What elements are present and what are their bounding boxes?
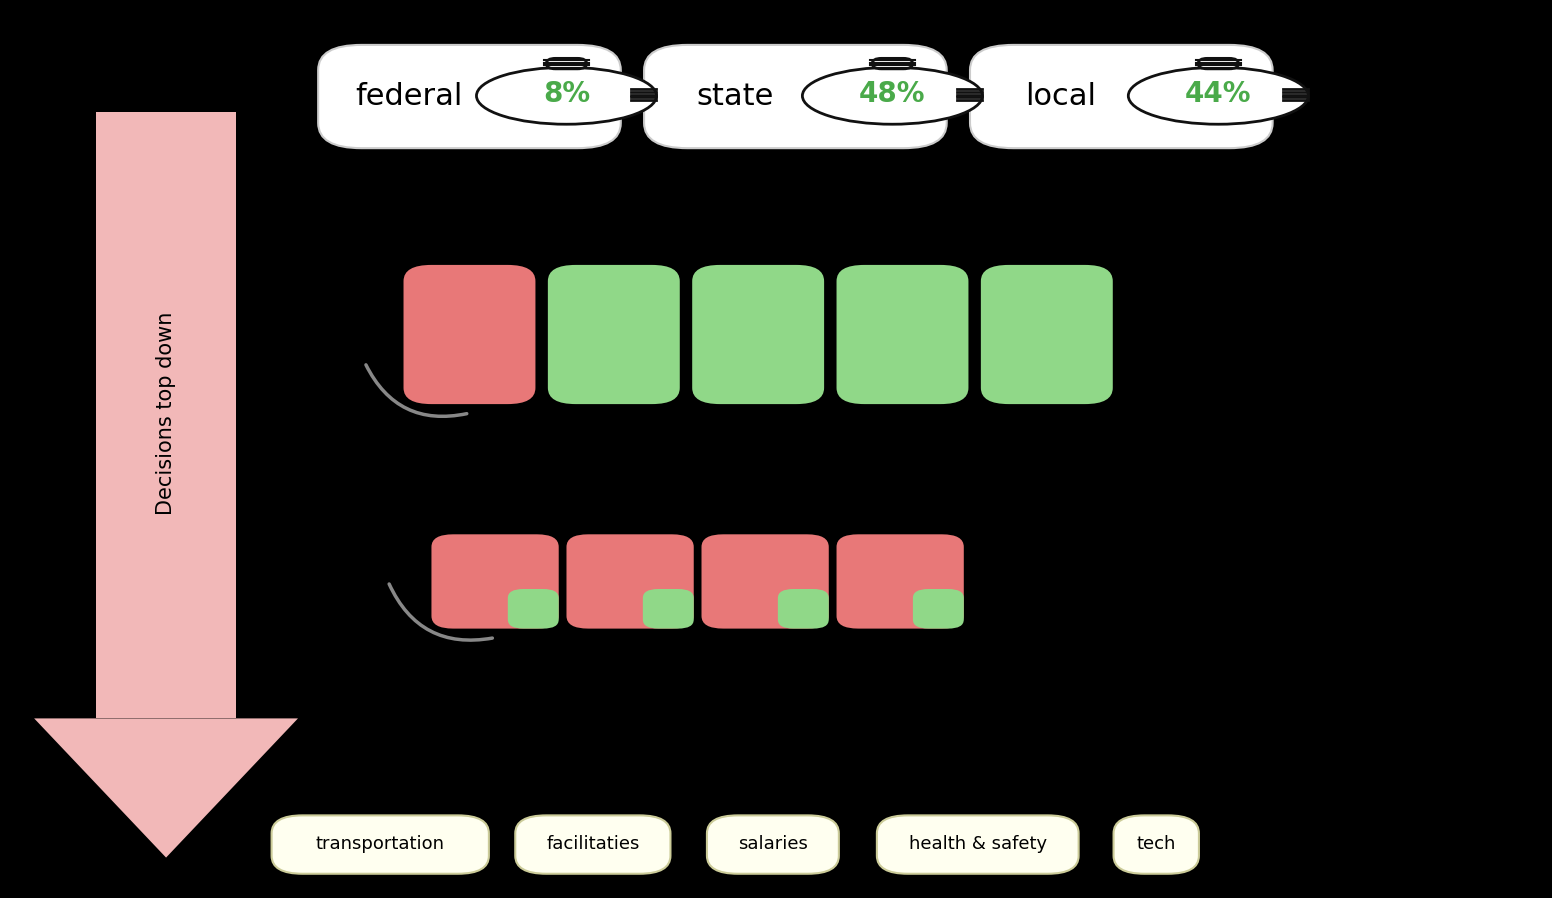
FancyBboxPatch shape: [702, 534, 829, 629]
FancyBboxPatch shape: [778, 589, 829, 629]
FancyBboxPatch shape: [877, 815, 1079, 874]
Ellipse shape: [476, 67, 656, 124]
FancyBboxPatch shape: [1198, 58, 1238, 69]
Text: 44%: 44%: [1186, 80, 1251, 109]
Polygon shape: [34, 718, 298, 858]
FancyBboxPatch shape: [508, 589, 559, 629]
FancyBboxPatch shape: [548, 265, 680, 404]
Text: Decisions top down: Decisions top down: [157, 312, 175, 515]
FancyBboxPatch shape: [431, 534, 559, 629]
FancyBboxPatch shape: [566, 534, 694, 629]
FancyBboxPatch shape: [643, 589, 694, 629]
FancyBboxPatch shape: [644, 45, 947, 148]
FancyBboxPatch shape: [981, 265, 1113, 404]
Text: facilitaties: facilitaties: [546, 835, 639, 853]
FancyArrowPatch shape: [366, 365, 467, 417]
Text: state: state: [697, 82, 773, 111]
FancyBboxPatch shape: [318, 45, 621, 148]
FancyBboxPatch shape: [404, 265, 535, 404]
FancyBboxPatch shape: [272, 815, 489, 874]
Text: 8%: 8%: [543, 80, 590, 109]
Polygon shape: [96, 112, 236, 718]
FancyBboxPatch shape: [1113, 815, 1200, 874]
FancyBboxPatch shape: [913, 589, 964, 629]
Ellipse shape: [1128, 67, 1308, 124]
FancyBboxPatch shape: [837, 534, 964, 629]
Text: salaries: salaries: [737, 835, 809, 853]
FancyBboxPatch shape: [692, 265, 824, 404]
FancyBboxPatch shape: [546, 58, 587, 69]
FancyBboxPatch shape: [970, 45, 1273, 148]
Ellipse shape: [802, 67, 982, 124]
FancyBboxPatch shape: [708, 815, 838, 874]
Text: health & safety: health & safety: [909, 835, 1046, 853]
Text: federal: federal: [355, 82, 462, 111]
FancyBboxPatch shape: [837, 265, 968, 404]
Text: 48%: 48%: [860, 80, 925, 109]
Text: transportation: transportation: [315, 835, 445, 853]
FancyBboxPatch shape: [872, 58, 913, 69]
FancyBboxPatch shape: [515, 815, 670, 874]
Text: tech: tech: [1136, 835, 1176, 853]
FancyArrowPatch shape: [390, 584, 492, 640]
Text: local: local: [1026, 82, 1096, 111]
